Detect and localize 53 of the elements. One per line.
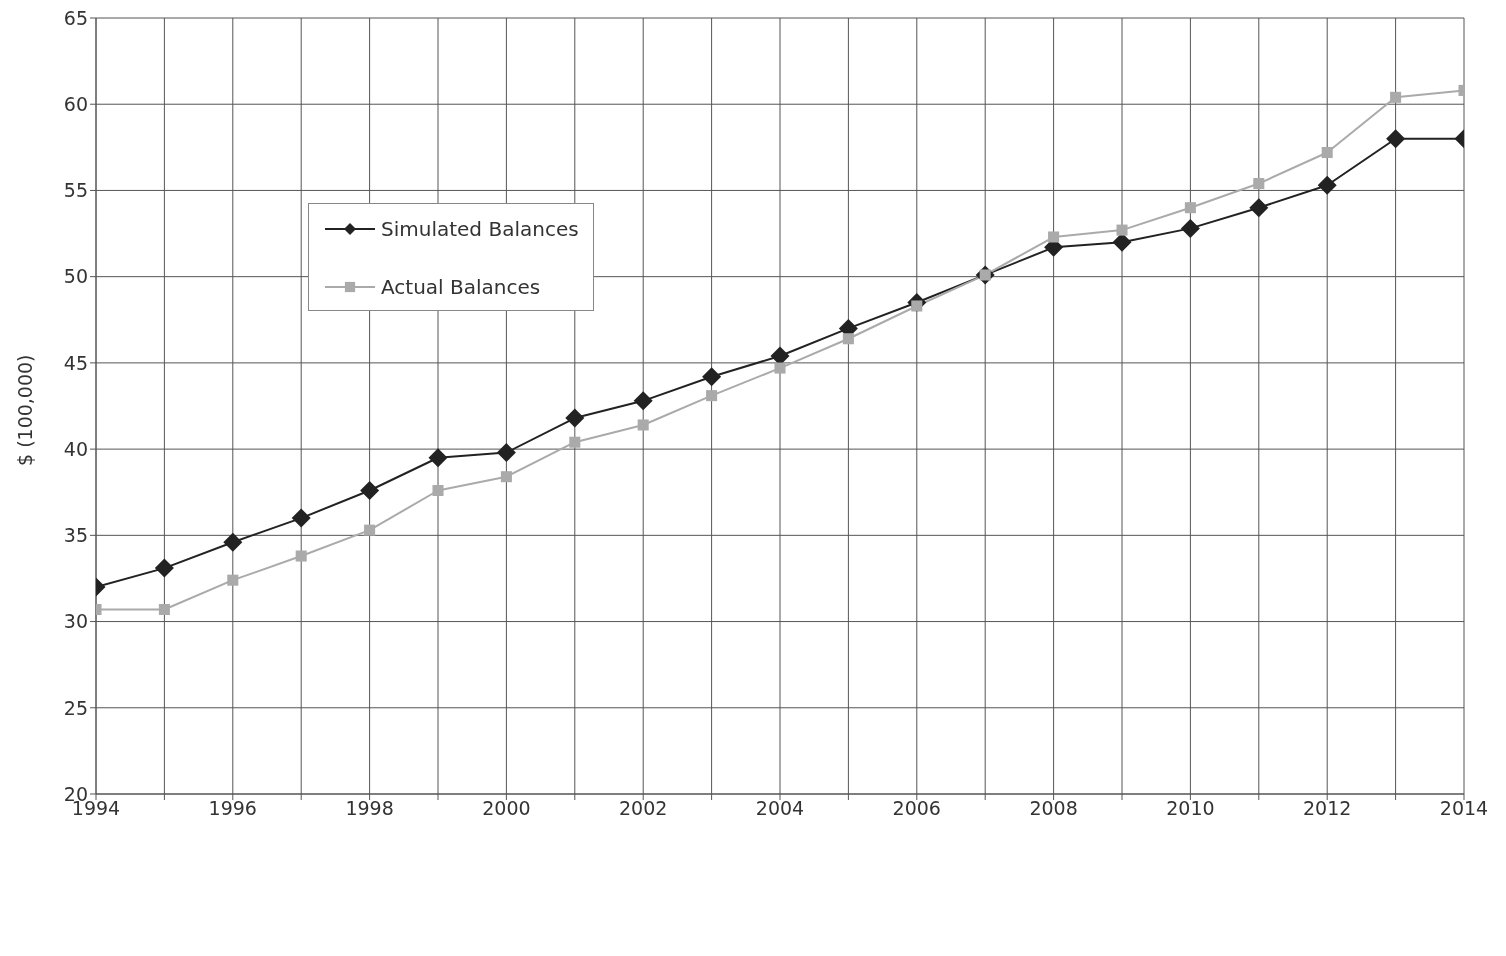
point: [1048, 231, 1060, 243]
point: [428, 448, 448, 468]
y-tick-label: 45: [63, 351, 88, 374]
point: [706, 390, 718, 402]
x-tick-label: 2004: [755, 797, 805, 820]
point: [1321, 146, 1333, 159]
point: [1180, 218, 1200, 238]
point: [637, 419, 649, 431]
point: [842, 333, 854, 345]
point: [565, 408, 585, 428]
point: [702, 367, 722, 387]
y-tick-label: 30: [63, 610, 88, 633]
point: [1253, 178, 1265, 190]
point: [1390, 91, 1402, 103]
point: [1386, 129, 1406, 149]
y-axis-title: $ (100,000): [13, 354, 36, 466]
legend-label: Simulated Balances: [381, 217, 579, 241]
legend-label: Actual Balances: [381, 275, 541, 299]
x-tick-label: 2002: [619, 797, 668, 820]
point: [569, 436, 581, 448]
x-tick-label: 2000: [482, 797, 531, 820]
point: [291, 508, 311, 528]
point: [295, 550, 307, 562]
x-tick-label: 2012: [1303, 797, 1352, 820]
x-tick-label: 2008: [1029, 797, 1078, 820]
point: [154, 558, 174, 578]
point: [364, 524, 376, 536]
y-tick-label: 55: [63, 179, 88, 202]
point: [774, 362, 786, 374]
y-tick-label: 40: [63, 437, 88, 460]
point: [432, 484, 444, 497]
point: [633, 391, 653, 411]
y-tick-label: 50: [63, 265, 88, 288]
point: [1116, 224, 1128, 236]
x-tick-label: 2014: [1439, 797, 1489, 820]
point: [770, 346, 790, 366]
y-tick-label: 65: [63, 6, 88, 29]
x-tick-label: 2006: [892, 797, 941, 820]
y-tick-label: 60: [63, 92, 88, 115]
point: [500, 471, 512, 483]
point: [1249, 198, 1269, 218]
x-tick-label: 1998: [345, 797, 394, 820]
point: [360, 481, 380, 500]
point: [223, 532, 243, 552]
y-tick-label: 25: [63, 696, 88, 719]
point: [227, 574, 239, 586]
x-tick-label: 1996: [208, 797, 257, 820]
y-tick-label: 35: [63, 524, 88, 547]
point: [158, 603, 170, 616]
point: [496, 443, 516, 463]
x-tick-label: 2010: [1166, 797, 1215, 820]
point: [1317, 175, 1337, 195]
point: [1184, 202, 1196, 214]
